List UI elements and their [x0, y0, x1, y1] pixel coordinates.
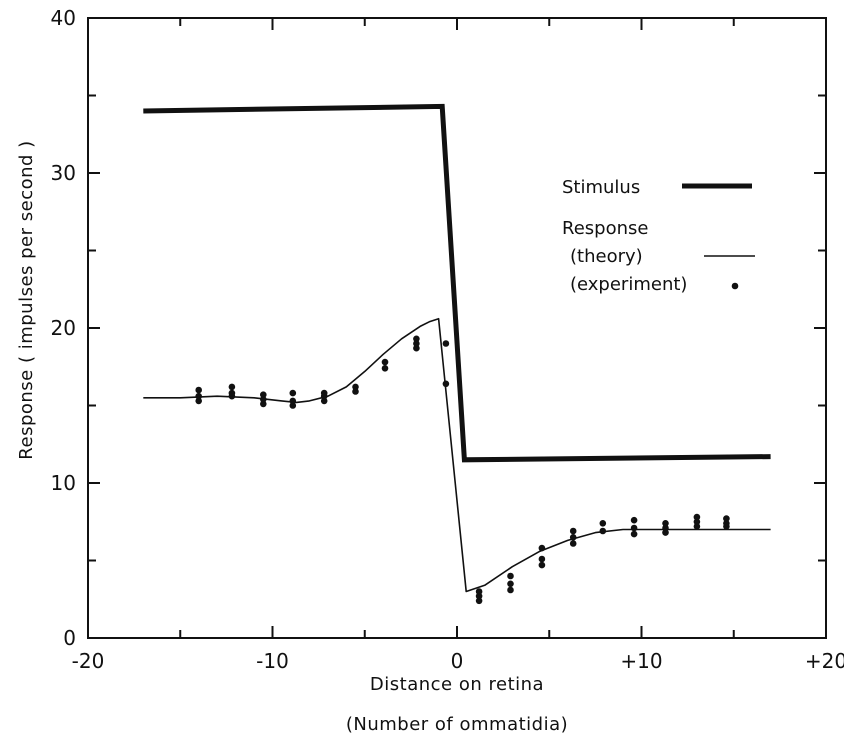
experiment-point: [195, 386, 202, 394]
experiment-point: [693, 518, 701, 526]
experiment-point: [413, 344, 420, 352]
experiment-point: [442, 340, 450, 347]
experiment-point: [662, 520, 669, 527]
experiment-point: [289, 397, 297, 405]
experiment-point: [507, 580, 514, 588]
experiment-point: [475, 597, 483, 605]
experiment-point: [195, 397, 202, 405]
y-tick-label: 10: [51, 471, 76, 495]
experiment-point: [538, 544, 546, 552]
experiment-point: [475, 592, 483, 600]
experiment-point: [630, 530, 638, 538]
experiment-point: [599, 527, 607, 535]
experiment-point: [630, 516, 638, 524]
experiment-series-points: [195, 335, 730, 605]
x-tick-label: 0: [451, 649, 464, 673]
x-tick-label: -20: [72, 649, 105, 673]
experiment-point: [475, 588, 483, 595]
x-tick-label: +20: [805, 649, 844, 673]
experiment-point: [352, 383, 359, 391]
experiment-point: [693, 523, 701, 530]
experiment-point: [413, 335, 420, 343]
x-axis-title: Distance on retina: [370, 674, 544, 695]
experiment-point: [538, 561, 546, 569]
experiment-point: [260, 396, 267, 403]
y-tick-label: 30: [51, 161, 76, 185]
experiment-point: [723, 515, 730, 522]
experiment-point: [507, 572, 514, 580]
experiment-point: [289, 402, 297, 409]
legend-experiment-marker: [731, 282, 739, 290]
experiment-point: [569, 527, 577, 535]
y-tick-label: 20: [51, 316, 76, 340]
experiment-point: [289, 389, 297, 397]
experiment-point: [569, 534, 577, 541]
experiment-point: [320, 397, 328, 405]
legend-response-label: Response: [562, 218, 648, 239]
experiment-point: [228, 389, 236, 397]
legend-stimulus-label: Stimulus: [562, 177, 640, 198]
legend-experiment-label: (experiment): [570, 274, 687, 295]
legend-theory-label: (theory): [570, 246, 643, 267]
y-tick-label: 0: [63, 626, 76, 650]
stimulus-series-line: [143, 103, 771, 463]
experiment-point: [630, 524, 638, 532]
experiment-point: [260, 400, 267, 408]
legend: Stimulus Response (theory) (experiment): [562, 177, 755, 295]
experiment-point: [352, 388, 359, 395]
axis-ticks: [87, 17, 827, 639]
y-tick-label: 40: [51, 6, 76, 30]
experiment-point: [569, 540, 577, 547]
theory-series-line: [143, 317, 771, 593]
experiment-point: [723, 520, 730, 527]
experiment-point: [381, 365, 389, 372]
x-axis-subtitle: (Number of ommatidia): [346, 714, 568, 735]
experiment-point: [538, 555, 546, 563]
x-tick-label: -10: [256, 649, 289, 673]
experiment-point: [599, 520, 607, 527]
y-axis-title: Response ( impulses per second ): [16, 140, 37, 459]
tick-labels: -20 -10 0 +10 +20 0 10 20 30 40: [51, 6, 844, 673]
experiment-point: [693, 513, 701, 521]
experiment-point: [507, 586, 514, 594]
experiment-point: [195, 392, 202, 400]
experiment-point: [662, 524, 669, 532]
experiment-point: [381, 358, 389, 366]
experiment-point: [260, 391, 267, 399]
experiment-point: [413, 340, 420, 347]
experiment-point: [662, 529, 669, 536]
x-tick-label: +10: [620, 649, 662, 673]
experiment-point: [228, 383, 236, 391]
experiment-point: [320, 389, 328, 397]
experiment-point: [442, 380, 450, 388]
